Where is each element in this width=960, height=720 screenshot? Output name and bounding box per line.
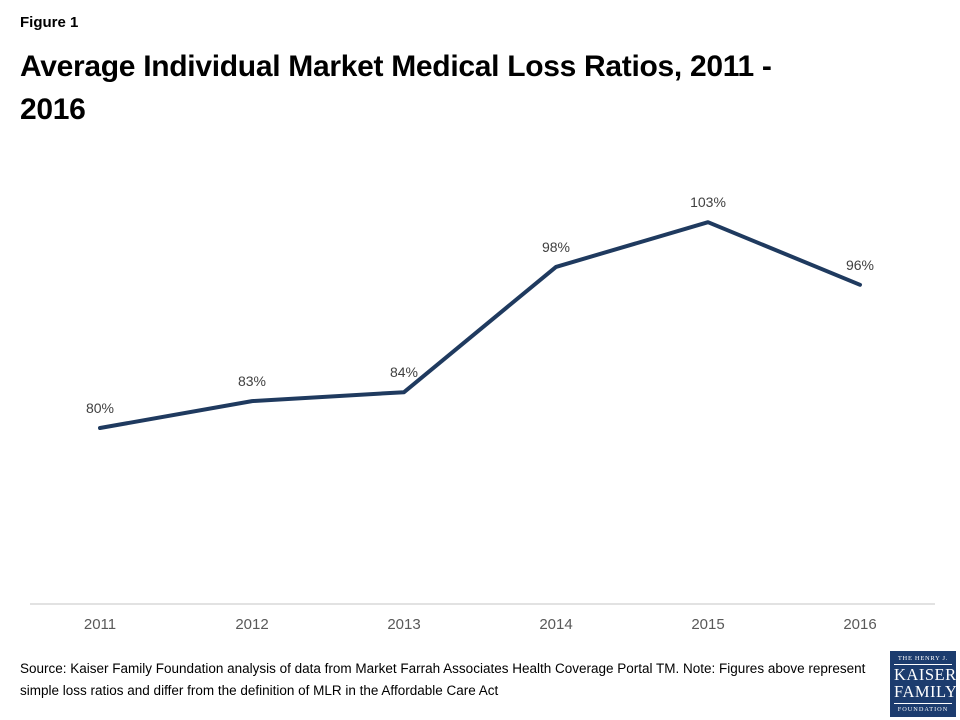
kff-logo-line-henry: THE HENRY J.	[894, 655, 952, 665]
kff-logo-line-kaiser: KAISER	[894, 664, 957, 684]
x-tick-label: 2012	[235, 616, 268, 633]
x-tick-label: 2013	[387, 616, 420, 633]
series-line	[98, 220, 862, 430]
page-title: Average Individual Market Medical Loss R…	[20, 50, 772, 126]
data-label: 80%	[86, 400, 114, 416]
line-chart: 80% 83% 84% 98% 103% 96% 2011 2012 2013 2014 2015 2…	[30, 194, 935, 633]
x-tick-label: 2015	[691, 616, 724, 633]
figure-label: Figure 1	[20, 14, 79, 31]
x-tick-label: 2016	[843, 616, 876, 633]
data-label: 103%	[690, 194, 726, 210]
kff-logo-line-family: FAMILY	[894, 683, 957, 705]
x-tick-label: 2014	[539, 616, 572, 633]
source-note: Source: Kaiser Family Foundation analysi…	[20, 661, 866, 698]
kff-logo-line-foundation: FOUNDATION	[897, 706, 949, 714]
data-label: 83%	[238, 373, 266, 389]
kff-logo: THE HENRY J. KAISER FAMILY FOUNDATION	[890, 651, 957, 717]
data-label: 84%	[390, 364, 418, 380]
x-tick-label: 2011	[84, 616, 116, 633]
data-label: 98%	[542, 239, 570, 255]
data-label: 96%	[846, 257, 874, 273]
